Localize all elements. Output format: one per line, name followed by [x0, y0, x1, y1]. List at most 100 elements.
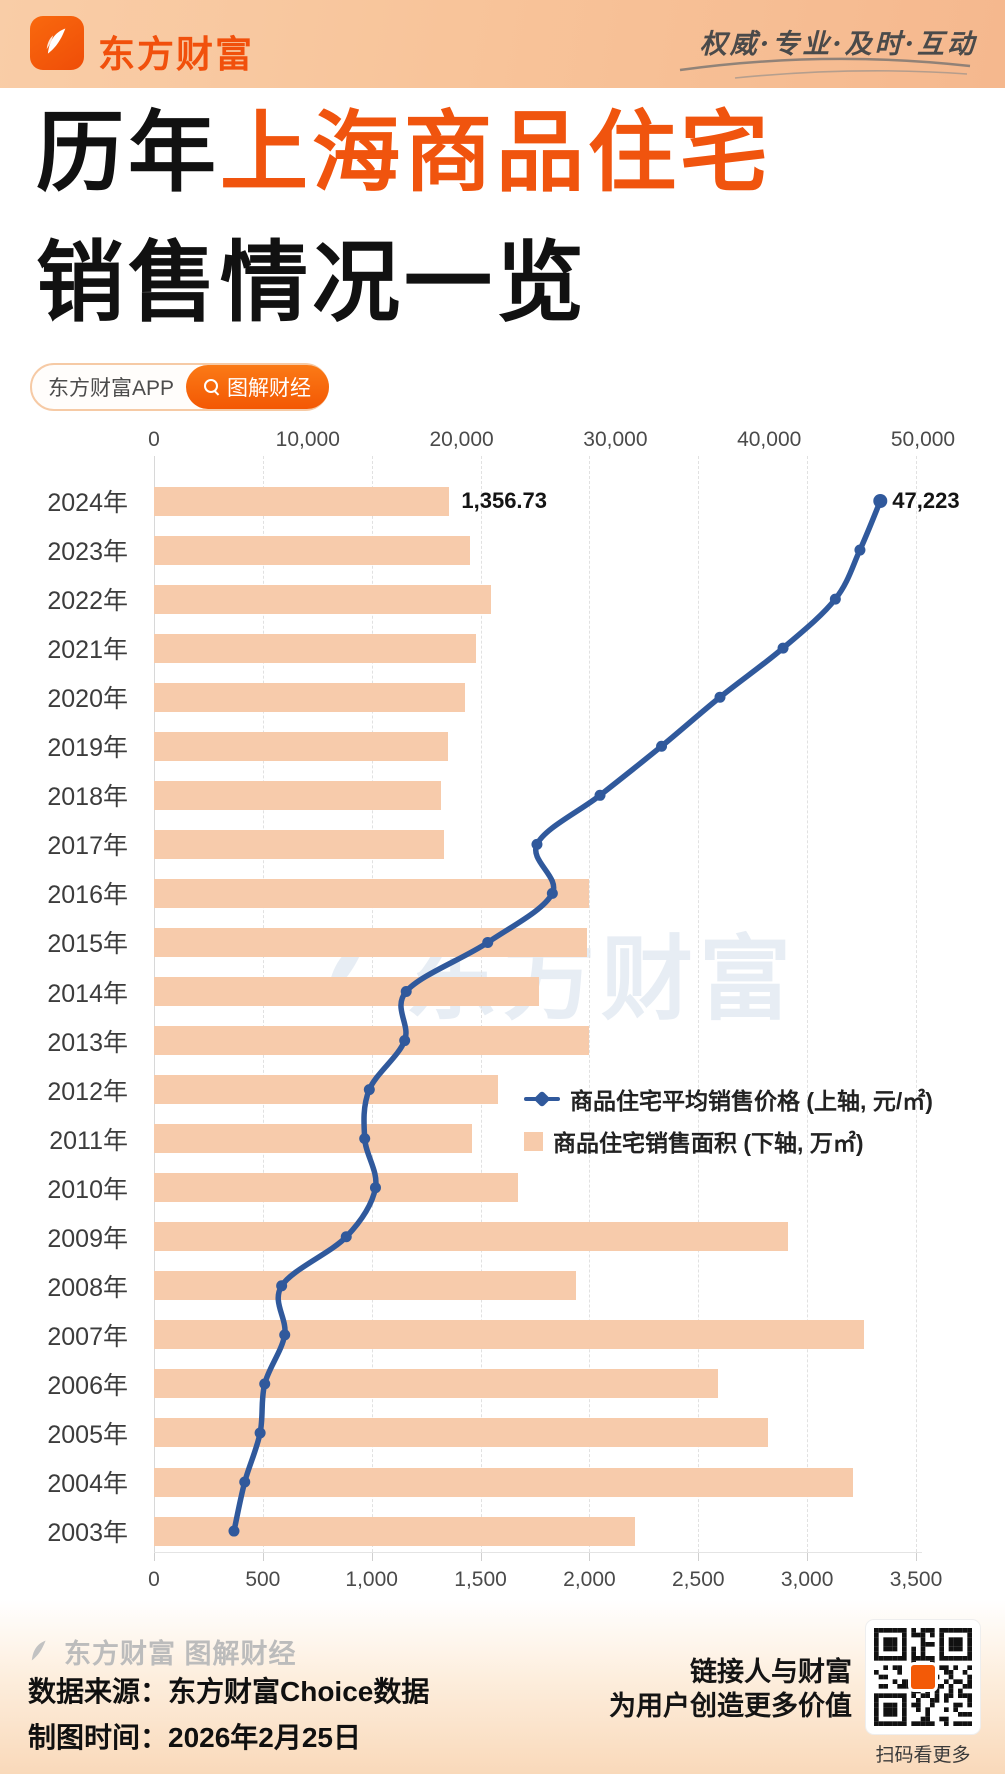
- year-label: 2023年: [47, 538, 128, 567]
- bottom-axis-tick: 0: [148, 1568, 160, 1591]
- data-source-line: 数据来源：东方财富Choice数据: [28, 1676, 430, 1707]
- vertical-gridline: [916, 456, 917, 1552]
- tag-pill-label: 图解财经: [227, 377, 312, 400]
- sales-area-bar: [154, 1222, 788, 1252]
- legend-area-label: 商品住宅销售面积 (下轴, 万㎡): [553, 1130, 864, 1156]
- sales-area-bar: [154, 584, 492, 614]
- sales-area-bar: [154, 1075, 498, 1105]
- year-label: 2014年: [47, 979, 128, 1008]
- sales-area-bar: [154, 633, 477, 663]
- bottom-background: [0, 1600, 1005, 1774]
- top-axis-tick: 50,000: [890, 428, 956, 451]
- top-axis-tick: 30,000: [583, 428, 648, 451]
- sales-area-bar: [154, 1418, 768, 1448]
- title-black-1: 历年: [36, 103, 221, 202]
- axis-tick-mark: [154, 1552, 155, 1561]
- axis-tick-mark: [480, 1552, 482, 1561]
- title-orange: 上海商品住宅: [220, 103, 773, 202]
- sales-area-bar: [154, 1467, 853, 1497]
- legend-bar-swatch: [524, 1131, 543, 1151]
- bottom-axis-tick: 2,500: [672, 1568, 725, 1591]
- app-badge[interactable]: 东方财富APP 图解财经: [30, 363, 330, 411]
- sales-area-bar: [154, 878, 590, 908]
- year-label: 2005年: [47, 1420, 128, 1449]
- year-label: 2020年: [47, 685, 128, 714]
- price-point: [714, 691, 726, 703]
- qr-pattern: [874, 1628, 972, 1726]
- footer-watermark: 东方财富 图解财经: [24, 1632, 297, 1671]
- legend-price: 商品住宅平均销售价格 (上轴, 元/㎡): [524, 1082, 933, 1116]
- year-label: 2015年: [47, 930, 128, 959]
- data-label: 47,223: [892, 488, 960, 513]
- year-label: 2004年: [47, 1470, 128, 1498]
- year-label: 2007年: [47, 1322, 128, 1351]
- year-label: 2016年: [47, 881, 128, 910]
- price-point: [873, 494, 888, 508]
- year-label: 2013年: [47, 1028, 128, 1057]
- swoosh-decoration: [679, 57, 971, 79]
- qr-caption: 扫码看更多: [875, 1745, 971, 1766]
- logo-wordmark: 东方财富: [98, 34, 254, 75]
- sales-area-bar: [154, 977, 540, 1006]
- year-label: 2021年: [47, 636, 128, 665]
- price-point: [854, 544, 866, 556]
- sales-area-bar: [154, 927, 588, 957]
- axis-tick-mark: [589, 1552, 591, 1561]
- sales-area-bar: [154, 1516, 636, 1546]
- header-tagline: 权威·专业·及时·互动: [699, 29, 977, 60]
- price-point: [829, 593, 841, 605]
- year-label: 2012年: [47, 1077, 128, 1106]
- header-strip: 东方财富 权威·专业·及时·互动: [0, 0, 1005, 88]
- footer-leaf-icon: [31, 1640, 46, 1660]
- sales-area-bar: [154, 1271, 577, 1301]
- x-axis-line: [154, 1552, 922, 1553]
- axis-tick-mark: [916, 1552, 917, 1561]
- app-badge-label: 东方财富APP: [48, 377, 175, 400]
- tag-pill-button[interactable]: 图解财经: [186, 365, 330, 409]
- price-point: [656, 740, 668, 752]
- year-label: 2018年: [47, 783, 128, 812]
- qr-code: [866, 1620, 980, 1734]
- sales-area-bar: [154, 1124, 472, 1154]
- sales-area-bar: [154, 1173, 518, 1203]
- year-label: 2024年: [47, 489, 128, 517]
- title-line2: 销售情况一览: [36, 233, 589, 332]
- price-point: [531, 838, 543, 850]
- eastmoney-logo-icon: [30, 16, 84, 70]
- sales-area-bar: [154, 780, 442, 810]
- year-label: 2006年: [47, 1371, 128, 1400]
- sales-area-bar: [154, 1369, 718, 1399]
- axis-tick-mark: [698, 1552, 700, 1561]
- page-title: 历年上海商品住宅 销售情况一览: [36, 88, 772, 348]
- data-label: 1,356.73: [461, 488, 548, 513]
- sales-area-bar: [154, 486, 450, 516]
- price-point: [777, 642, 789, 654]
- slogan-line-1: 链接人与财富: [690, 1657, 852, 1687]
- sales-area-bar: [154, 682, 466, 712]
- bottom-axis-tick: 3,500: [889, 1568, 943, 1591]
- vertical-gridline: [807, 456, 809, 1552]
- year-label: 2008年: [47, 1273, 128, 1302]
- bottom-axis-tick: 500: [245, 1568, 281, 1591]
- footer-watermark-text: 东方财富 图解财经: [64, 1639, 297, 1669]
- axis-tick-mark: [371, 1552, 373, 1561]
- top-axis-tick: 20,000: [429, 428, 494, 451]
- search-icon: [204, 379, 220, 396]
- year-label: 2017年: [47, 832, 128, 861]
- sales-area-bar: [154, 731, 448, 761]
- center-watermark: 东方财富: [305, 905, 797, 1038]
- bottom-axis-tick: 1,500: [454, 1568, 507, 1591]
- sales-area-bar: [154, 535, 470, 565]
- legend-area: 商品住宅销售面积 (下轴, 万㎡): [524, 1124, 864, 1158]
- slogan-line-2: 为用户创造更多价值: [609, 1691, 852, 1721]
- sales-area-bar: [154, 829, 444, 859]
- year-label: 2003年: [47, 1519, 128, 1548]
- year-label: 2019年: [47, 734, 128, 763]
- sales-area-bar: [154, 1320, 864, 1350]
- year-label: 2010年: [47, 1175, 128, 1204]
- year-label: 2022年: [47, 587, 128, 616]
- year-label: 2009年: [47, 1224, 128, 1253]
- legend-line-marker: [524, 1090, 560, 1108]
- chart-date-line: 制图时间：2026年2月25日: [28, 1722, 362, 1753]
